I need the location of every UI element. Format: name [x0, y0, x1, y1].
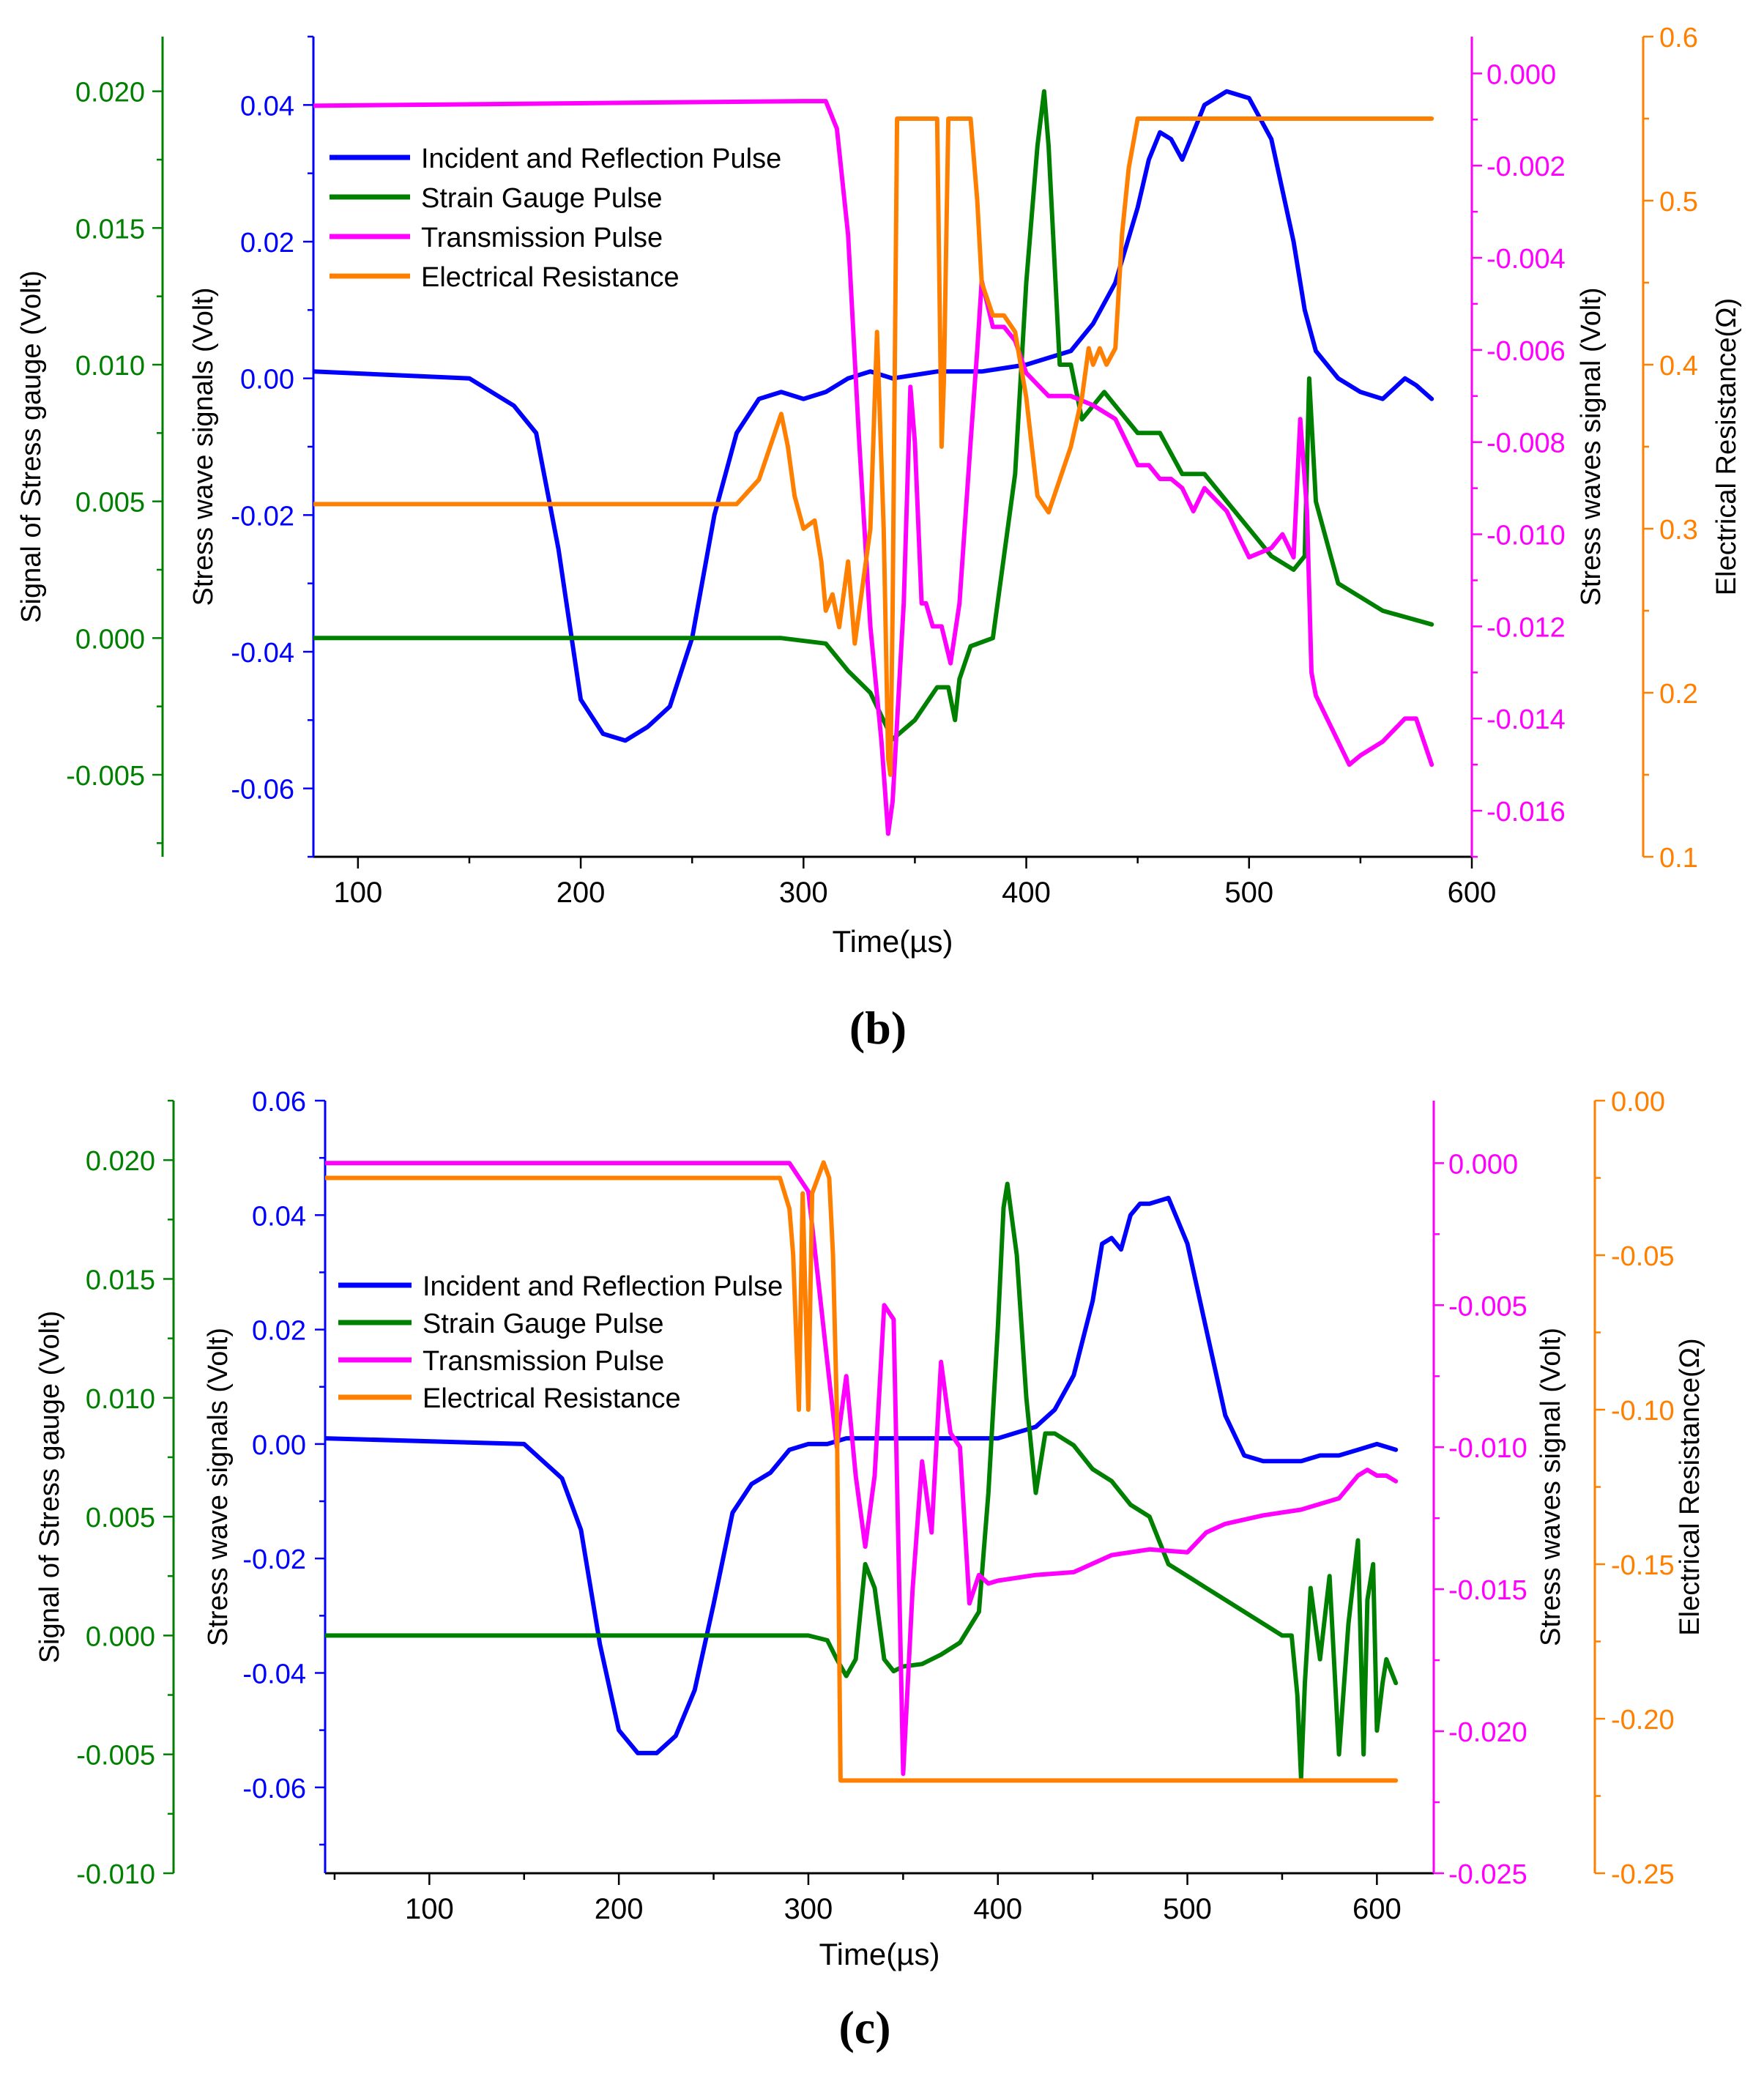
x-axis-title: Time(µs): [819, 1937, 940, 1971]
green-y-axis-title: Signal of Stress gauge (Volt): [16, 270, 47, 623]
series-line-incident-and-reflection-pulse: [325, 1195, 1399, 1755]
orange-y-tick-label: 0.6: [1659, 23, 1698, 53]
legend-label: Incident and Reflection Pulse: [421, 144, 781, 174]
legend-label: Electrical Resistance: [423, 1383, 681, 1414]
x-tick-label: 400: [1002, 877, 1051, 909]
series-line-incident-and-reflection-pulse: [313, 89, 1434, 743]
series-line-transmission-pulse: [313, 99, 1434, 836]
magenta-y-tick-label: 0.000: [1486, 59, 1556, 90]
magenta-y-tick-label: -0.010: [1486, 521, 1566, 551]
series-line-strain-gauge-pulse: [313, 89, 1434, 742]
legend-label: Incident and Reflection Pulse: [423, 1271, 783, 1302]
orange-y-tick-label: -0.15: [1611, 1550, 1675, 1581]
magenta-y-axis-title: Stress waves signal (Volt): [1576, 287, 1607, 606]
magenta-y-tick-label: -0.004: [1486, 244, 1566, 275]
green-y-tick-label: -0.005: [66, 761, 145, 792]
green-y-tick-label: 0.010: [86, 1384, 155, 1415]
blue-y-tick-label: 0.00: [240, 365, 294, 395]
x-axis-title: Time(µs): [833, 924, 953, 959]
legend-label: Electrical Resistance: [421, 262, 680, 293]
blue-y-tick-label: -0.06: [242, 1774, 306, 1804]
orange-y-axis-title: Electrical Resistance(Ω): [1675, 1338, 1705, 1635]
blue-y-tick-label: 0.04: [252, 1201, 306, 1232]
green-y-tick-label: 0.015: [86, 1265, 155, 1295]
blue-y-tick-label: -0.02: [242, 1544, 306, 1575]
x-tick-label: 300: [779, 877, 828, 909]
panel-label: (c): [838, 2001, 890, 2053]
magenta-y-tick-label: -0.010: [1448, 1433, 1527, 1464]
blue-y-axis-title: Stress wave signals (Volt): [203, 1328, 234, 1646]
x-tick-label: 400: [973, 1893, 1022, 1925]
magenta-y-axis-title: Stress waves signal (Volt): [1536, 1328, 1566, 1646]
magenta-y-tick-label: -0.006: [1486, 336, 1566, 367]
series-line-strain-gauge-pulse: [325, 1181, 1399, 1781]
green-y-tick-label: 0.000: [86, 1621, 155, 1652]
orange-y-tick-label: 0.5: [1659, 187, 1698, 217]
orange-y-tick-label: -0.10: [1611, 1396, 1675, 1427]
green-y-tick-label: 0.010: [75, 351, 145, 382]
legend-label: Strain Gauge Pulse: [423, 1309, 664, 1339]
orange-y-tick-label: -0.20: [1611, 1705, 1675, 1736]
green-y-tick-label: 0.005: [86, 1503, 155, 1533]
series-line-electrical-resistance: [313, 116, 1434, 777]
legend-label: Transmission Pulse: [423, 1346, 664, 1377]
x-tick-label: 200: [595, 1893, 644, 1925]
blue-y-tick-label: -0.04: [242, 1659, 306, 1689]
x-tick-label: 600: [1352, 1893, 1402, 1925]
green-y-tick-label: 0.015: [75, 214, 145, 245]
panel-label: (b): [849, 1002, 907, 1054]
magenta-y-tick-label: -0.002: [1486, 152, 1566, 182]
blue-y-tick-label: 0.02: [252, 1316, 306, 1347]
green-y-tick-label: 0.020: [86, 1146, 155, 1177]
magenta-y-tick-label: -0.016: [1486, 797, 1566, 828]
green-y-axis-title: Signal of Stress gauge (Volt): [34, 1311, 65, 1664]
green-y-tick-label: 0.000: [75, 624, 145, 655]
blue-y-tick-label: 0.06: [252, 1087, 306, 1117]
blue-y-tick-label: 0.00: [252, 1430, 306, 1461]
green-y-tick-label: -0.010: [76, 1859, 155, 1890]
magenta-y-tick-label: -0.012: [1486, 612, 1566, 643]
blue-y-axis-title: Stress wave signals (Volt): [188, 287, 219, 606]
orange-y-axis-title: Electrical Resistance(Ω): [1711, 298, 1742, 595]
orange-y-tick-label: -0.05: [1611, 1241, 1675, 1272]
blue-y-tick-label: 0.02: [240, 228, 294, 259]
magenta-y-tick-label: 0.000: [1448, 1149, 1518, 1180]
green-y-tick-label: 0.005: [75, 488, 145, 518]
legend-label: Transmission Pulse: [421, 223, 663, 253]
chart-panel-1: 100 200 300 400 500 600 Time(µs) -0.010 -0.005 0.…: [34, 1087, 1705, 2053]
orange-y-tick-label: 0.1: [1659, 843, 1698, 874]
blue-y-tick-label: -0.02: [231, 501, 294, 532]
magenta-y-tick-label: -0.005: [1448, 1291, 1527, 1322]
magenta-y-tick-label: -0.015: [1448, 1575, 1527, 1606]
orange-y-tick-label: 0.2: [1659, 679, 1698, 710]
x-tick-label: 300: [784, 1893, 833, 1925]
magenta-y-tick-label: -0.008: [1486, 428, 1566, 459]
orange-y-tick-label: 0.3: [1659, 515, 1698, 546]
x-tick-label: 200: [557, 877, 606, 909]
green-y-tick-label: 0.020: [75, 78, 145, 108]
magenta-y-tick-label: -0.025: [1448, 1859, 1527, 1890]
series-line-electrical-resistance: [325, 1160, 1399, 1783]
magenta-y-tick-label: -0.020: [1448, 1717, 1527, 1748]
blue-y-tick-label: 0.04: [240, 91, 294, 122]
orange-y-tick-label: -0.25: [1611, 1859, 1675, 1890]
x-tick-label: 600: [1448, 877, 1497, 909]
orange-y-tick-label: 0.00: [1611, 1087, 1665, 1117]
x-tick-label: 500: [1163, 1893, 1212, 1925]
x-tick-label: 100: [405, 1893, 454, 1925]
x-tick-label: 500: [1224, 877, 1273, 909]
series-line-transmission-pulse: [325, 1161, 1399, 1777]
x-tick-label: 100: [333, 877, 382, 909]
green-y-tick-label: -0.005: [76, 1741, 155, 1771]
legend-label: Strain Gauge Pulse: [421, 183, 663, 214]
blue-y-tick-label: -0.04: [231, 638, 294, 669]
chart-panel-0: 100 200 300 400 500 600 Time(µs) -0.005 0.000 0.0…: [16, 23, 1742, 1054]
orange-y-tick-label: 0.4: [1659, 351, 1698, 382]
magenta-y-tick-label: -0.014: [1486, 704, 1566, 735]
blue-y-tick-label: -0.06: [231, 775, 294, 806]
